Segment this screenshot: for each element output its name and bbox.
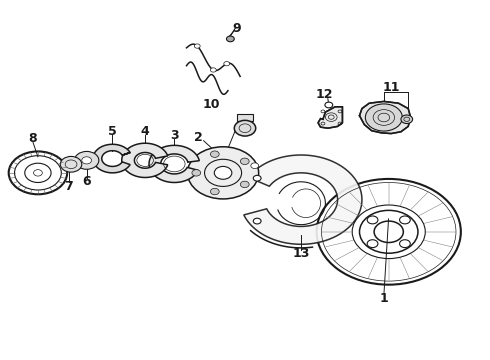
Circle shape — [317, 179, 461, 285]
Circle shape — [325, 102, 333, 108]
Text: 7: 7 — [64, 180, 73, 193]
Text: 3: 3 — [170, 129, 179, 142]
Circle shape — [241, 181, 249, 188]
Circle shape — [82, 157, 92, 164]
Polygon shape — [318, 107, 343, 128]
Circle shape — [374, 221, 403, 243]
Text: 8: 8 — [28, 132, 36, 145]
Text: 12: 12 — [315, 89, 333, 102]
Polygon shape — [360, 102, 411, 134]
Circle shape — [367, 240, 378, 248]
Circle shape — [60, 157, 82, 172]
Polygon shape — [244, 155, 362, 244]
Text: 2: 2 — [195, 131, 203, 144]
Polygon shape — [93, 144, 130, 173]
Circle shape — [367, 216, 378, 224]
Polygon shape — [122, 143, 168, 177]
FancyBboxPatch shape — [237, 113, 253, 121]
Circle shape — [253, 175, 261, 181]
Circle shape — [192, 170, 201, 176]
Circle shape — [188, 147, 259, 199]
Text: 13: 13 — [293, 247, 310, 260]
Circle shape — [210, 68, 216, 72]
Circle shape — [210, 188, 219, 195]
Circle shape — [210, 151, 219, 157]
Circle shape — [401, 115, 413, 123]
Text: 11: 11 — [382, 81, 400, 94]
Circle shape — [195, 44, 200, 48]
Text: 6: 6 — [82, 175, 91, 188]
Circle shape — [224, 62, 230, 66]
Circle shape — [9, 152, 67, 194]
Circle shape — [241, 158, 249, 165]
Text: 4: 4 — [141, 125, 149, 138]
Circle shape — [399, 216, 410, 224]
Circle shape — [251, 163, 259, 168]
Circle shape — [399, 240, 410, 248]
Text: 1: 1 — [379, 292, 388, 305]
Text: 9: 9 — [232, 22, 241, 35]
Text: 10: 10 — [202, 99, 220, 112]
Polygon shape — [149, 145, 199, 183]
Circle shape — [366, 104, 402, 131]
Circle shape — [74, 152, 99, 169]
Circle shape — [253, 218, 261, 224]
Circle shape — [214, 166, 232, 179]
Text: 5: 5 — [108, 125, 117, 138]
Circle shape — [234, 120, 256, 136]
Circle shape — [226, 36, 234, 42]
